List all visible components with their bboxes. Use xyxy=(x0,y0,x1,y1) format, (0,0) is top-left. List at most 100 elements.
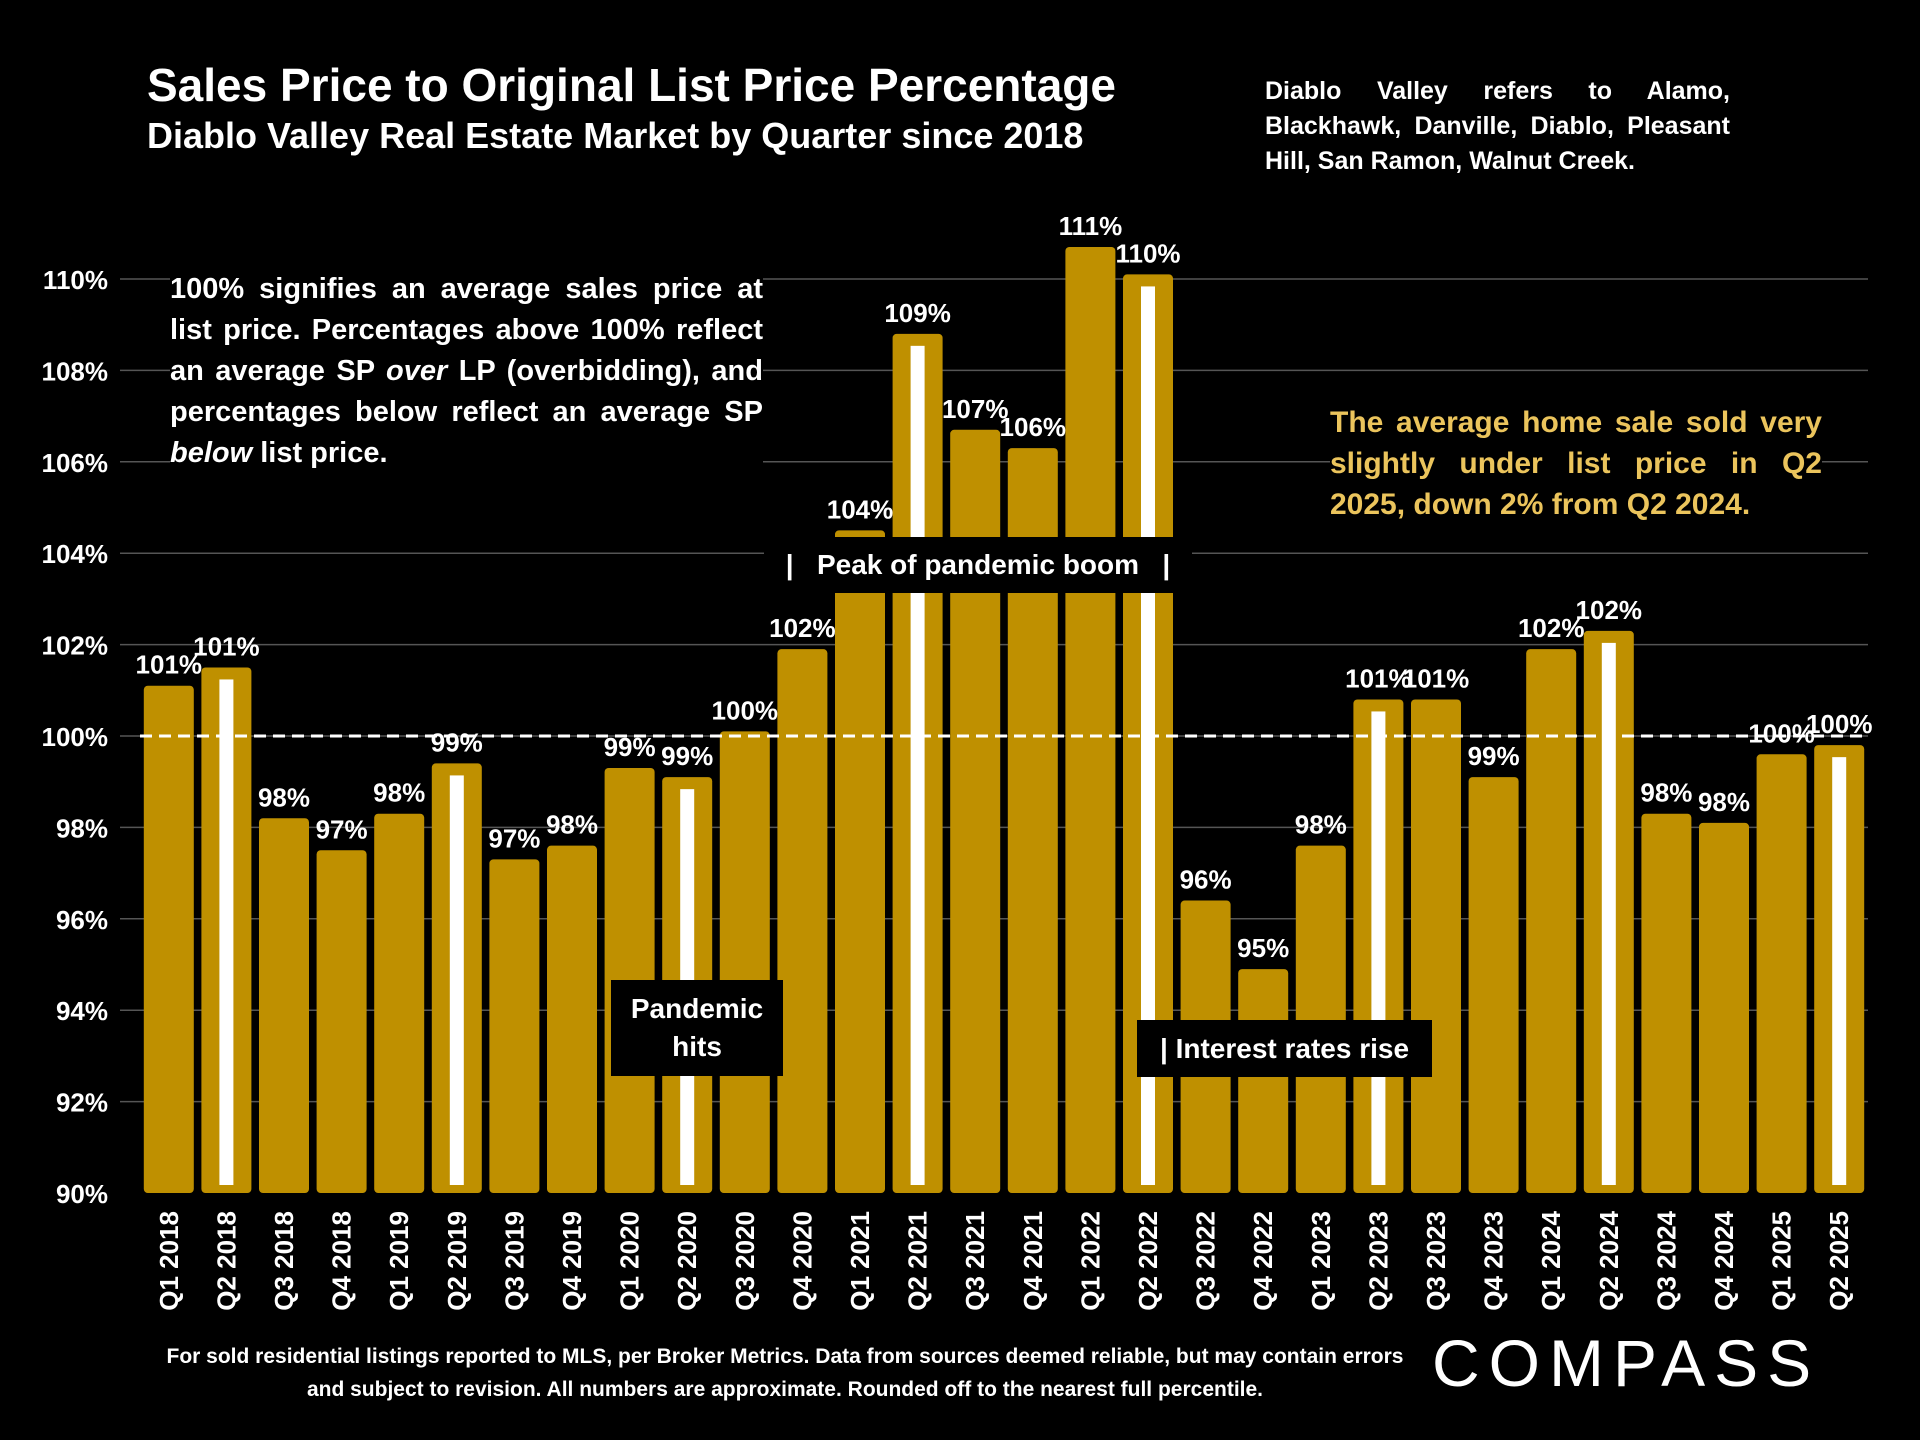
highlight-stripe xyxy=(219,679,234,1185)
y-axis-ticks: 90% 92% 94% 96% 98% 100% 102% 104% 106% 108% 110% xyxy=(42,265,109,1209)
x-tick-label: Q1 2024 xyxy=(1536,1210,1566,1310)
data-label: 101% xyxy=(1345,663,1412,693)
bar xyxy=(1699,822,1749,1193)
x-tick-label: Q1 2022 xyxy=(1075,1211,1105,1311)
data-label: 109% xyxy=(884,298,951,328)
bar xyxy=(777,649,828,1193)
x-tick-label: Q3 2018 xyxy=(269,1211,299,1311)
data-label: 101% xyxy=(1403,663,1470,693)
y-tick-label: 96% xyxy=(56,905,108,935)
y-tick-label: 94% xyxy=(56,996,108,1026)
annotation-rates-rise: | Interest rates rise xyxy=(1137,1020,1432,1077)
footnote: For sold residential listings reported t… xyxy=(166,1345,1404,1401)
x-tick-label: Q2 2019 xyxy=(442,1211,472,1311)
bar xyxy=(950,429,1001,1193)
x-tick-label: Q4 2018 xyxy=(327,1211,357,1311)
data-label: 111% xyxy=(1059,211,1123,241)
x-tick-label: Q4 2024 xyxy=(1709,1210,1739,1310)
data-label: 101% xyxy=(193,631,260,661)
region-note: Diablo Valley refers to Alamo, Blackhawk… xyxy=(1265,77,1730,175)
y-tick-label: 108% xyxy=(42,356,109,386)
bar-chart: 90%92%94%96%98%100%102%104%106%108%110% … xyxy=(42,211,1873,1311)
x-tick-label: Q3 2024 xyxy=(1651,1210,1681,1310)
bar xyxy=(1411,699,1461,1193)
x-tick-label: Q1 2023 xyxy=(1306,1211,1336,1311)
x-tick-label: Q1 2019 xyxy=(384,1211,414,1311)
data-label: 98% xyxy=(546,810,598,840)
data-label: 101% xyxy=(136,650,203,680)
bar xyxy=(1238,969,1289,1193)
bar xyxy=(1065,247,1116,1193)
data-label: 106% xyxy=(1000,412,1067,442)
x-tick-label: Q4 2021 xyxy=(1018,1211,1048,1311)
bar xyxy=(835,530,885,1193)
data-label: 98% xyxy=(1295,810,1347,840)
x-tick-label: Q3 2020 xyxy=(730,1211,760,1311)
x-tick-label: Q3 2022 xyxy=(1191,1211,1221,1311)
x-tick-label: Q1 2018 xyxy=(154,1211,184,1311)
data-label: 99% xyxy=(1468,741,1520,771)
data-label: 107% xyxy=(942,394,1009,424)
y-tick-label: 106% xyxy=(42,448,109,478)
data-label: 96% xyxy=(1180,865,1232,895)
data-label: 97% xyxy=(488,823,540,853)
highlight-stripe xyxy=(1371,711,1386,1185)
data-label: 98% xyxy=(1640,778,1692,808)
x-axis-ticks: Q1 2018 Q2 2018 Q3 2018 Q4 2018 Q1 2019 Q2 20… xyxy=(154,1210,1854,1310)
x-tick-label: Q3 2019 xyxy=(499,1211,529,1311)
data-label: 98% xyxy=(1698,787,1750,817)
explanation-note: 100% signifies an average sales price at… xyxy=(170,267,763,476)
data-label: 110% xyxy=(1115,238,1180,268)
annotation-peak-boom: | Peak of pandemic boom | xyxy=(764,537,1192,593)
data-label: 99% xyxy=(604,732,656,762)
bar xyxy=(1468,777,1519,1193)
bar xyxy=(1007,448,1058,1194)
x-tick-label: Q2 2023 xyxy=(1363,1211,1393,1311)
bar xyxy=(1641,813,1692,1193)
x-tick-label: Q4 2019 xyxy=(557,1211,587,1311)
bar xyxy=(374,813,425,1193)
x-tick-label: Q1 2020 xyxy=(615,1211,645,1311)
data-label: 98% xyxy=(258,782,310,812)
bar xyxy=(719,731,770,1193)
x-tick-label: Q4 2022 xyxy=(1248,1211,1278,1311)
x-tick-label: Q3 2021 xyxy=(960,1211,990,1311)
highlight-note: The average home sale sold very slightly… xyxy=(1330,402,1822,525)
x-tick-label: Q2 2024 xyxy=(1594,1210,1624,1310)
x-tick-label: Q1 2025 xyxy=(1767,1211,1797,1311)
bar xyxy=(1526,649,1577,1193)
data-label: 100% xyxy=(1806,709,1873,739)
bar xyxy=(547,845,597,1193)
data-label: 97% xyxy=(316,814,368,844)
data-label: 100% xyxy=(712,695,779,725)
x-tick-label: Q4 2020 xyxy=(787,1211,817,1311)
chart-title: Sales Price to Original List Price Perce… xyxy=(147,59,1116,111)
highlight-stripe xyxy=(910,345,925,1186)
highlight-stripe xyxy=(449,775,464,1185)
bar xyxy=(259,818,309,1193)
compass-logo: COMPASS xyxy=(1432,1326,1821,1400)
bar xyxy=(1295,845,1346,1193)
data-label: 98% xyxy=(373,778,425,808)
annotation-pandemic-hits: Pandemic hits xyxy=(611,980,783,1076)
y-tick-label: 110% xyxy=(43,265,108,295)
y-tick-label: 102% xyxy=(42,631,109,661)
bar xyxy=(489,859,540,1193)
y-tick-label: 98% xyxy=(56,813,108,843)
data-label: 99% xyxy=(431,727,483,757)
chart-subtitle: Diablo Valley Real Estate Market by Quar… xyxy=(147,115,1084,156)
bar xyxy=(1756,754,1807,1193)
x-tick-label: Q2 2018 xyxy=(211,1211,241,1311)
data-label: 99% xyxy=(661,741,713,771)
y-tick-label: 104% xyxy=(42,539,109,569)
bar xyxy=(316,850,367,1193)
y-tick-label: 92% xyxy=(56,1088,108,1118)
x-tick-label: Q1 2021 xyxy=(845,1211,875,1311)
data-label: 102% xyxy=(1576,595,1643,625)
x-tick-label: Q2 2022 xyxy=(1133,1211,1163,1311)
data-label: 102% xyxy=(769,613,836,643)
data-label: 95% xyxy=(1237,933,1289,963)
x-tick-label: Q2 2021 xyxy=(903,1211,933,1311)
highlight-stripe xyxy=(1832,757,1847,1185)
highlight-stripe xyxy=(1601,642,1616,1185)
